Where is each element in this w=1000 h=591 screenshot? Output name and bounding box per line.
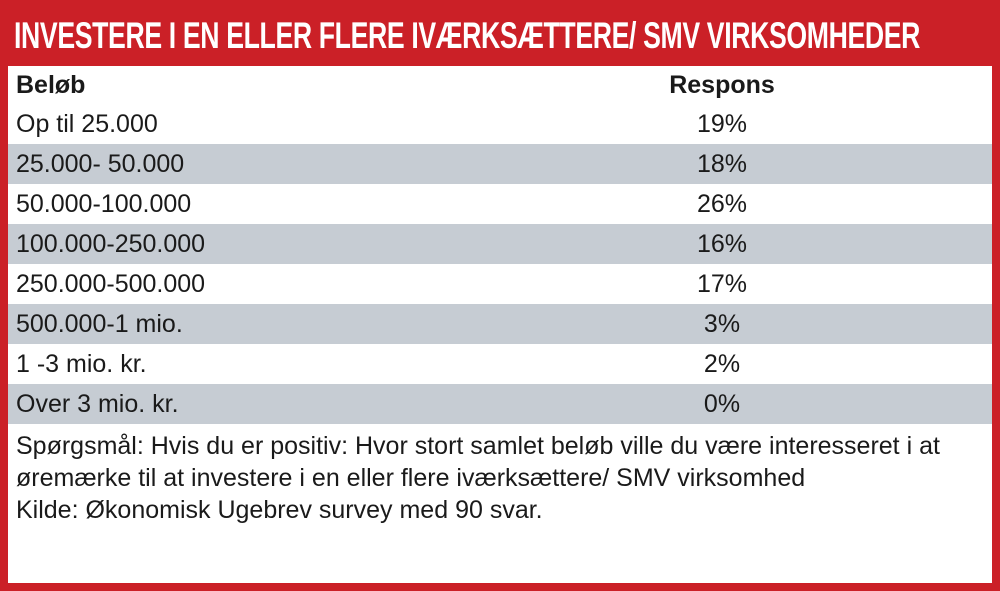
row-value: 3% — [703, 309, 741, 338]
row-value: 2% — [703, 349, 741, 378]
page-title: INVESTERE I EN ELLER FLERE IVÆRKSÆTTERE/… — [14, 15, 921, 56]
row-label: 100.000-250.000 — [16, 229, 206, 258]
title-banner: INVESTERE I EN ELLER FLERE IVÆRKSÆTTERE/… — [8, 8, 992, 66]
row-value: 16% — [696, 229, 748, 258]
row-label: 250.000-500.000 — [16, 269, 206, 298]
row-label: 50.000-100.000 — [16, 189, 192, 218]
row-value: 26% — [696, 189, 748, 218]
row-value: 17% — [696, 269, 748, 298]
amounts-table: Beløb Respons Op til 25.000 19% 25.000- … — [8, 66, 992, 424]
table-row: 250.000-500.000 17% — [8, 264, 992, 304]
source-text: Kilde: Økonomisk Ugebrev survey med 90 s… — [16, 496, 543, 524]
table-row: 1 -3 mio. kr. 2% — [8, 344, 992, 384]
row-label: 500.000-1 mio. — [16, 309, 183, 338]
table-row: 500.000-1 mio. 3% — [8, 304, 992, 344]
row-value: 18% — [696, 149, 748, 178]
column-header-belob: Beløb — [16, 70, 86, 99]
survey-question-text: Spørgsmål: Hvis du er positiv: Hvor stor… — [16, 432, 940, 492]
table-row: Op til 25.000 19% — [8, 104, 992, 144]
table-row: Over 3 mio. kr. 0% — [8, 384, 992, 424]
row-label: 25.000- 50.000 — [16, 149, 185, 178]
table-row: 50.000-100.000 26% — [8, 184, 992, 224]
column-header-respons: Respons — [669, 70, 775, 99]
row-label: Op til 25.000 — [16, 109, 158, 138]
table-row: 25.000- 50.000 18% — [8, 144, 992, 184]
row-value: 0% — [703, 389, 741, 418]
row-label: 1 -3 mio. kr. — [16, 349, 147, 378]
table-header-row: Beløb Respons — [8, 66, 992, 104]
footer-notes: Spørgsmål: Hvis du er positiv: Hvor stor… — [8, 424, 992, 583]
row-value: 19% — [696, 109, 748, 138]
table-row: 100.000-250.000 16% — [8, 224, 992, 264]
row-label: Over 3 mio. kr. — [16, 389, 179, 418]
